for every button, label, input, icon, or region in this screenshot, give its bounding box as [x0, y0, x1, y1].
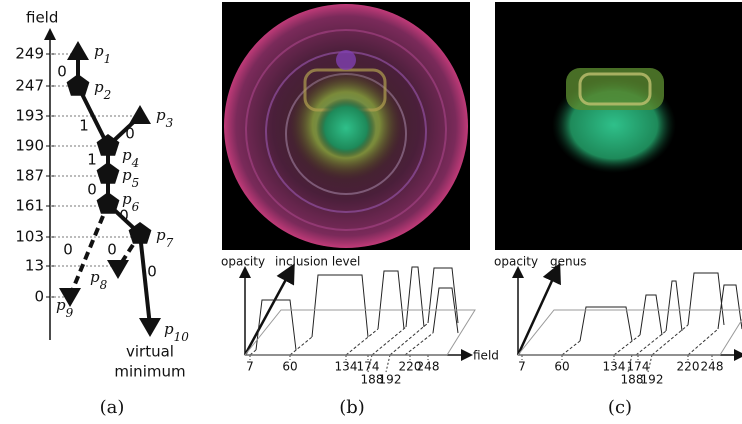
tf-wall — [580, 307, 632, 341]
tf-wall — [312, 275, 368, 337]
tick-label: 134 — [603, 360, 626, 374]
tf-wall — [688, 273, 724, 325]
node-name: p — [122, 190, 132, 208]
node-name: p — [94, 42, 104, 60]
node — [67, 41, 89, 60]
node-name: p — [156, 226, 166, 244]
node-sub: 9 — [66, 306, 74, 320]
node-sub: 5 — [132, 176, 140, 190]
tf-depth — [562, 341, 580, 355]
edge-label: 0 — [147, 263, 157, 281]
tick-label: 60 — [282, 360, 297, 374]
tick-label: 7 — [246, 360, 254, 374]
tick-label: 249 — [15, 45, 44, 63]
node-label: p3 — [156, 106, 174, 130]
edge-label: 1 — [79, 117, 89, 135]
caption: (b) — [339, 397, 365, 418]
edge-label: 0 — [63, 241, 73, 259]
edge-label: 0 — [87, 181, 97, 199]
caption: (a) — [100, 397, 125, 418]
y-label: opacity — [221, 255, 265, 269]
node-sub: 3 — [166, 116, 174, 130]
tf-depth — [688, 329, 718, 355]
tf-plane — [245, 310, 475, 355]
node-label: p10 — [164, 320, 189, 344]
tf-depth — [652, 325, 688, 355]
node-name: p — [156, 106, 166, 124]
node-name: p — [56, 296, 66, 314]
node — [129, 105, 151, 124]
tf-wall — [378, 271, 404, 329]
edge-label: 0 — [119, 207, 129, 225]
z-label: genus — [550, 255, 586, 269]
tick-label: 248 — [701, 360, 724, 374]
tf-depth — [390, 323, 428, 355]
node-sub: 6 — [132, 200, 140, 214]
node — [67, 74, 90, 96]
edge-label: 0 — [57, 63, 67, 81]
annotation: minimum — [114, 363, 185, 381]
axis-label: field — [26, 9, 58, 27]
node-name: p — [122, 146, 132, 164]
tick-label: 192 — [379, 373, 402, 387]
node-label: p8 — [90, 268, 108, 292]
edge-label: 0 — [125, 125, 135, 143]
tf-wall — [406, 267, 424, 327]
tick-label: 187 — [15, 167, 44, 185]
node-sub: 4 — [131, 156, 140, 170]
edge-label: 0 — [107, 241, 117, 259]
tick-label: 161 — [15, 197, 44, 215]
tf-depth — [372, 327, 406, 355]
tick-label: 60 — [554, 360, 569, 374]
tick-label: 0 — [34, 288, 44, 306]
tick-label: 134 — [335, 360, 358, 374]
node-name: p — [94, 78, 104, 96]
tick-label: 193 — [15, 107, 44, 125]
tick-guide — [386, 355, 390, 372]
tick-label: 7 — [518, 360, 526, 374]
node-sub: 2 — [103, 88, 112, 102]
tick-label: 190 — [15, 137, 44, 155]
render-c — [495, 2, 742, 250]
node-label: p7 — [156, 226, 174, 250]
y-label: opacity — [494, 255, 538, 269]
node-name: p — [90, 268, 100, 286]
node — [139, 318, 161, 337]
node — [107, 260, 129, 279]
x-label: field — [473, 349, 499, 363]
edge-label: 1 — [87, 151, 97, 169]
z-axis — [245, 272, 290, 355]
node-sub: 7 — [166, 236, 174, 250]
tf-depth — [614, 335, 640, 355]
node — [97, 162, 120, 184]
annotation: virtual — [126, 343, 174, 361]
figure: field virtual minimum (a) (b) (c) 249247… — [0, 0, 742, 424]
tick-label: 13 — [25, 257, 44, 275]
tf-wall — [666, 281, 682, 331]
z-axis — [518, 272, 556, 355]
node-sub: 10 — [174, 330, 190, 344]
tf-depth — [290, 337, 312, 355]
tick-label: 248 — [417, 360, 440, 374]
tick-label: 174 — [627, 360, 650, 374]
node-name: p — [122, 166, 132, 184]
render-b — [222, 2, 470, 250]
tick-label: 247 — [15, 77, 44, 95]
node-sub: 8 — [100, 278, 108, 292]
node-label: p5 — [122, 166, 139, 190]
node-name: p — [164, 320, 174, 338]
tf-depth — [405, 333, 433, 355]
tf-wall — [640, 295, 662, 335]
tick-label: 220 — [677, 360, 700, 374]
caption: (c) — [608, 397, 632, 418]
node — [97, 192, 120, 214]
tick-label: 103 — [15, 228, 44, 246]
tf-depth — [346, 329, 378, 355]
node-sub: 1 — [104, 52, 112, 66]
node-label: p2 — [94, 78, 111, 102]
tick-label: 192 — [641, 373, 664, 387]
z-label: inclusion level — [275, 255, 360, 269]
node-label: p1 — [94, 42, 111, 66]
